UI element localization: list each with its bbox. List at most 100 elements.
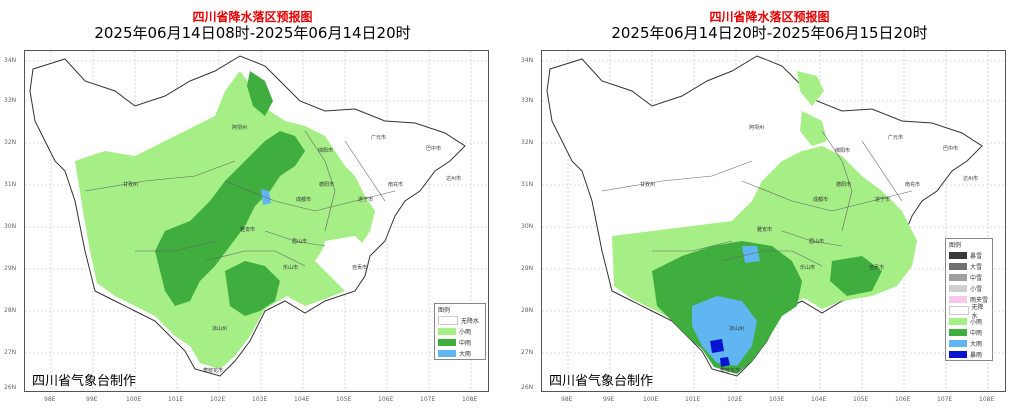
lon-tick: 102E (210, 396, 226, 403)
precip-map (25, 51, 488, 391)
city-label: 雅安市 (240, 227, 256, 233)
legend-label: 无降水 (971, 303, 984, 320)
lon-tick: 99E (603, 396, 615, 403)
legend-item: 大雨 (435, 348, 485, 359)
legend-label: 小雪 (970, 286, 983, 293)
city-label: 巴中市 (426, 146, 442, 152)
lat-tick: 26N (4, 384, 17, 391)
city-label: 攀枝花市 (720, 368, 741, 374)
city-label: 自贡市 (869, 265, 885, 271)
lat-tick: 28N (4, 307, 17, 314)
forecast-panel-2: 四川省降水落区预报图 2025年06月14日20时-2025年06月15日20时 (517, 0, 1022, 416)
city-label: 南充市 (388, 182, 404, 188)
legend-label: 暴雨 (970, 352, 983, 359)
lon-tick: 99E (86, 396, 98, 403)
legend-label: 中雨 (459, 340, 472, 347)
map-frame (24, 50, 489, 392)
city-label: 甘孜州 (640, 182, 656, 188)
city-label: 南充市 (905, 182, 921, 188)
lon-tick: 98E (561, 396, 573, 403)
legend-label: 大雨 (970, 341, 983, 348)
city-label: 眉山市 (292, 239, 308, 245)
lon-tick: 105E (336, 396, 352, 403)
lon-tick: 98E (44, 396, 56, 403)
maker-label: 四川省气象台制作 (549, 374, 654, 389)
lat-tick: 33N (4, 97, 17, 104)
lon-tick: 107E (937, 396, 953, 403)
legend-item: 小雪 (946, 283, 992, 294)
legend-label: 小雨 (970, 319, 983, 326)
city-label: 遂宁市 (358, 197, 374, 203)
legend-box: 图例 无降水 小雨 中雨 大雨 (434, 303, 486, 360)
map-frame (541, 50, 1006, 392)
lat-tick: 34N (521, 57, 534, 64)
lat-tick: 28N (521, 307, 534, 314)
city-label: 广元市 (888, 135, 904, 141)
legend-swatch (438, 339, 456, 346)
city-label: 乐山市 (800, 265, 816, 271)
lat-tick: 33N (521, 97, 534, 104)
legend-title: 图例 (438, 307, 451, 314)
lon-tick: 100E (126, 396, 142, 403)
legend-item: 中雪 (946, 272, 992, 283)
city-label: 甘孜州 (123, 182, 139, 188)
legend-item: 中雨 (946, 327, 992, 338)
legend-swatch (949, 351, 967, 358)
legend-label: 小雨 (459, 329, 472, 336)
city-label: 绵阳市 (835, 148, 851, 154)
city-label: 巴中市 (943, 146, 959, 152)
legend-label: 暴雪 (970, 253, 983, 260)
city-label: 达州市 (446, 176, 462, 182)
forecast-panel-1: 四川省降水落区预报图 2025年06月14日08时-2025年06月14日20时 (0, 0, 505, 416)
lat-tick: 30N (521, 223, 534, 230)
city-label: 攀枝花市 (203, 368, 224, 374)
city-label: 成都市 (296, 197, 312, 203)
legend-swatch (949, 318, 967, 325)
lon-tick: 103E (252, 396, 268, 403)
lon-tick: 100E (643, 396, 659, 403)
lat-tick: 29N (521, 265, 534, 272)
lon-tick: 102E (727, 396, 743, 403)
lon-tick: 104E (811, 396, 827, 403)
legend-label: 中雨 (970, 330, 983, 337)
city-label: 自贡市 (352, 265, 368, 271)
legend-swatch (438, 350, 456, 357)
lon-tick: 108E (462, 396, 478, 403)
maker-label: 四川省气象台制作 (32, 374, 137, 389)
legend-item: 大雨 (946, 338, 992, 349)
legend-label: 大雨 (459, 351, 472, 358)
legend-swatch (949, 296, 967, 303)
map-time-range: 2025年06月14日08时-2025年06月14日20时 (94, 24, 411, 42)
map-time-range: 2025年06月14日20时-2025年06月15日20时 (611, 24, 928, 42)
legend-swatch (949, 306, 969, 315)
lon-tick: 106E (378, 396, 394, 403)
map-title: 四川省降水落区预报图 (709, 10, 830, 24)
lat-tick: 32N (4, 139, 17, 146)
lat-tick: 34N (4, 57, 17, 64)
legend-label: 无降水 (461, 318, 480, 325)
legend-swatch (949, 252, 967, 259)
legend-item: 中雨 (435, 337, 485, 348)
city-label: 雅安市 (757, 227, 773, 233)
legend-swatch (438, 316, 458, 325)
legend-label: 中雪 (970, 275, 983, 282)
legend-label: 大雪 (970, 264, 983, 271)
lat-tick: 26N (521, 384, 534, 391)
lon-tick: 108E (979, 396, 995, 403)
city-label: 阿坝州 (749, 125, 765, 131)
legend-swatch (438, 328, 456, 335)
legend-swatch (949, 340, 967, 347)
legend-item: 暴雨 (946, 349, 992, 360)
legend-swatch (949, 329, 967, 336)
legend-item: 雨夹雪 (946, 294, 992, 305)
legend-title: 图例 (949, 242, 962, 249)
city-label: 德阳市 (319, 182, 335, 188)
legend-item: 无降水 (946, 304, 992, 320)
lon-tick: 104E (294, 396, 310, 403)
city-label: 阿坝州 (232, 125, 248, 131)
city-label: 德阳市 (836, 182, 852, 188)
legend-item: 暴雪 (946, 250, 992, 261)
city-label: 绵阳市 (318, 148, 334, 154)
city-label: 凉山州 (212, 326, 228, 332)
lon-tick: 105E (853, 396, 869, 403)
